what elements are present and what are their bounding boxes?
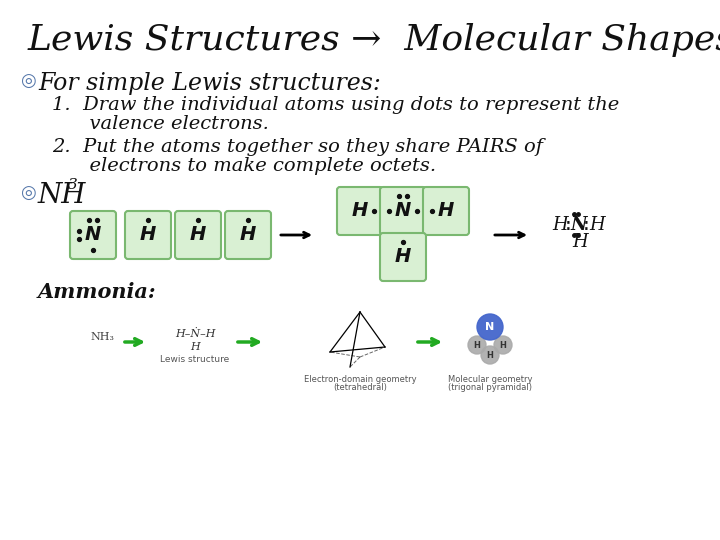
Circle shape [494,336,512,354]
Text: NH: NH [38,182,86,209]
Text: (trigonal pyramidal): (trigonal pyramidal) [448,383,532,392]
Text: H: H [474,341,480,349]
Text: ◎: ◎ [20,72,36,90]
Text: Lewis structure: Lewis structure [161,355,230,364]
FancyBboxPatch shape [175,211,221,259]
Text: H: H [240,226,256,245]
FancyBboxPatch shape [380,187,426,235]
Text: N: N [485,322,495,332]
Text: (tetrahedral): (tetrahedral) [333,383,387,392]
Text: H: H [589,216,605,234]
Text: :: : [581,216,592,234]
FancyBboxPatch shape [125,211,171,259]
Text: H: H [395,247,411,267]
Circle shape [468,336,486,354]
Circle shape [477,314,503,340]
Text: 2.  Put the atoms together so they share PAIRS of: 2. Put the atoms together so they share … [52,138,543,156]
Text: :: : [563,216,574,234]
Text: H: H [438,201,454,220]
Text: H: H [552,216,568,234]
Text: electrons to make complete octets.: electrons to make complete octets. [52,157,436,175]
Text: Electron-domain geometry: Electron-domain geometry [304,375,416,384]
Text: valence electrons.: valence electrons. [52,115,269,133]
FancyBboxPatch shape [225,211,271,259]
Text: ◎: ◎ [20,184,36,202]
FancyBboxPatch shape [380,233,426,281]
Text: Ammonia:: Ammonia: [38,282,157,302]
Text: Molecular geometry: Molecular geometry [448,375,532,384]
Text: 1.  Draw the individual atoms using dots to represent the: 1. Draw the individual atoms using dots … [52,96,619,114]
Text: H: H [352,201,368,220]
Text: For simple Lewis structures:: For simple Lewis structures: [38,72,381,95]
Text: N: N [570,216,587,234]
Text: 3: 3 [68,178,78,192]
Text: N: N [395,201,411,220]
FancyBboxPatch shape [70,211,116,259]
FancyBboxPatch shape [423,187,469,235]
Text: N: N [85,226,102,245]
Text: H: H [487,350,493,360]
Text: H: H [140,226,156,245]
FancyBboxPatch shape [337,187,383,235]
Text: H: H [572,233,588,251]
Text: H: H [190,342,200,352]
Text: NH₃: NH₃ [90,332,114,342]
Text: H: H [190,226,206,245]
Text: H: H [500,341,506,349]
Text: Lewis Structures →  Molecular Shapes: Lewis Structures → Molecular Shapes [28,23,720,57]
Text: H–Ṅ–H: H–Ṅ–H [175,329,215,339]
Circle shape [481,346,499,364]
